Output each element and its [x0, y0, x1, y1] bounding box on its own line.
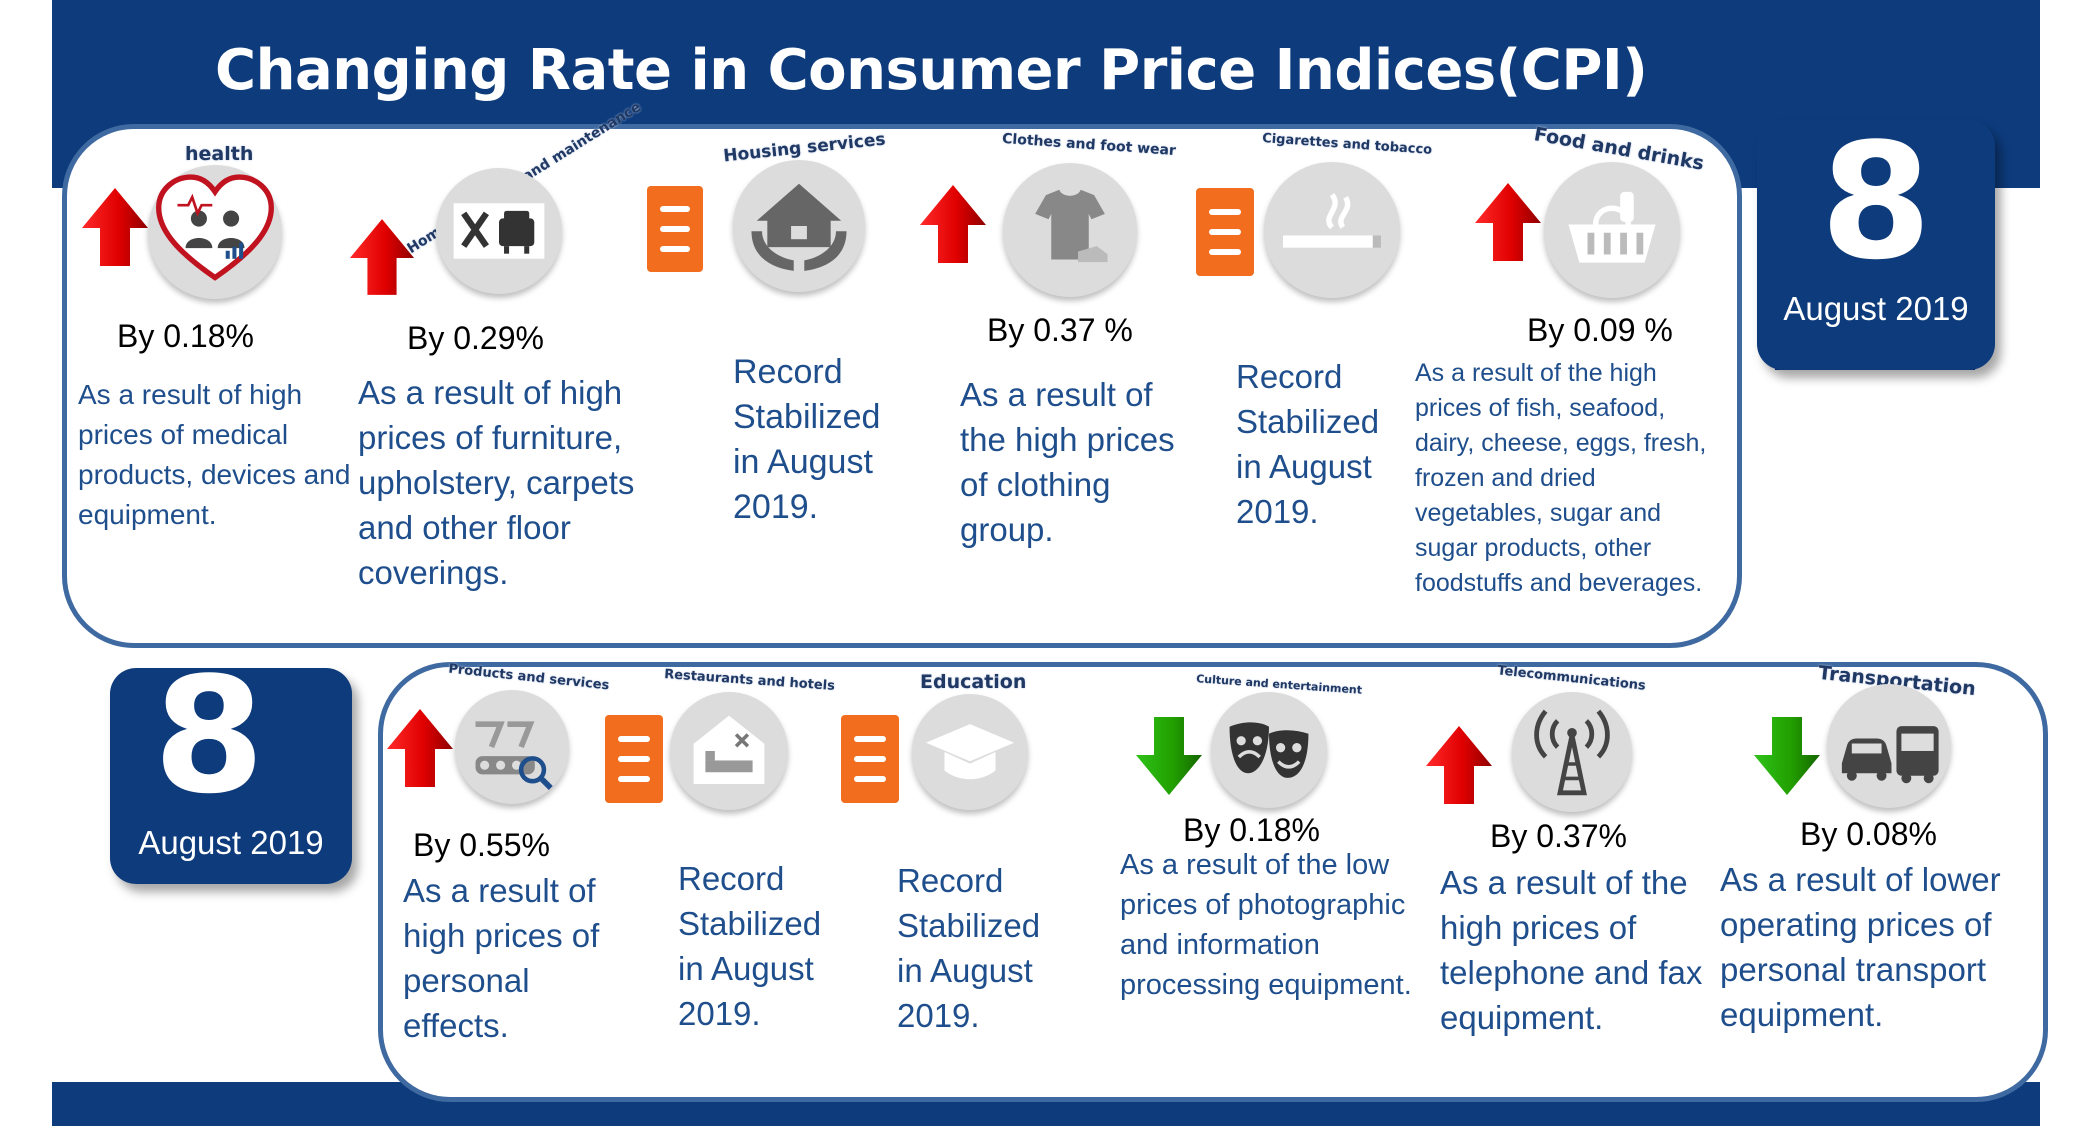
description: As a result of the high prices of fish, …	[1415, 359, 1707, 597]
change-value: By 0.37%	[1490, 818, 1627, 854]
furniture-tools-icon	[436, 168, 562, 294]
up-arrow-icon	[1426, 726, 1492, 804]
date-day: 8	[153, 642, 265, 829]
description: Record Stabilized in August 2019.	[1236, 358, 1380, 530]
description: As a result of high prices of personal e…	[403, 872, 600, 1044]
change-value: By 0.29%	[407, 320, 544, 356]
up-arrow-icon	[920, 185, 986, 263]
stable-icon	[647, 186, 703, 272]
factory-search-icon	[455, 690, 569, 804]
change-value: By 0.18%	[117, 318, 254, 354]
heart-people-icon	[148, 165, 282, 299]
up-arrow-icon	[349, 219, 415, 295]
food-basket-icon	[1544, 162, 1680, 298]
date-day: 8	[1820, 108, 1932, 295]
down-arrow-icon	[1136, 717, 1202, 795]
description: As a result of high prices of furniture,…	[358, 374, 635, 591]
down-arrow-icon	[1754, 717, 1820, 795]
description: Record Stabilized in August 2019.	[897, 862, 1041, 1034]
stable-icon	[1196, 188, 1254, 276]
date-month: August 2019	[138, 824, 324, 861]
tshirt-shoe-icon	[1003, 163, 1137, 297]
change-value: By 0.08%	[1800, 816, 1937, 852]
change-value: By 0.55%	[413, 827, 550, 863]
date-badge-top: 8 August 2019	[1757, 108, 1995, 370]
house-hands-icon	[733, 160, 865, 292]
antenna-tower-icon	[1512, 692, 1632, 812]
description: Record Stabilized in August 2019.	[733, 353, 881, 526]
up-arrow-icon	[387, 709, 453, 787]
up-arrow-icon	[1475, 183, 1541, 261]
date-badge-bottom: 8 August 2019	[110, 642, 352, 884]
description: As a result of lower operating prices of…	[1720, 861, 2001, 1033]
graduation-cap-icon	[912, 694, 1028, 810]
hotel-bed-icon	[670, 692, 788, 810]
theater-masks-icon	[1211, 692, 1327, 808]
page-title: Changing Rate in Consumer Price Indices(…	[215, 38, 1648, 103]
cigarette-icon	[1264, 162, 1400, 298]
category-health: health	[185, 143, 254, 165]
description: As a result of the low prices of photogr…	[1120, 849, 1412, 1001]
category-education: Education	[920, 671, 1027, 693]
description: As a result of the high prices of teleph…	[1440, 864, 1703, 1036]
stable-icon	[841, 715, 899, 803]
up-arrow-icon	[82, 188, 148, 266]
stable-icon	[605, 715, 663, 803]
change-value: By 0.37 %	[987, 312, 1133, 348]
top-panel	[62, 124, 1742, 648]
car-bus-icon	[1827, 684, 1951, 808]
description: As a result of the high prices of clothi…	[960, 376, 1175, 548]
date-month: August 2019	[1783, 290, 1969, 327]
change-value: By 0.18%	[1183, 812, 1320, 848]
description: Record Stabilized in August 2019.	[678, 860, 822, 1032]
change-value: By 0.09 %	[1527, 312, 1673, 348]
description: As a result of high prices of medical pr…	[78, 379, 351, 530]
